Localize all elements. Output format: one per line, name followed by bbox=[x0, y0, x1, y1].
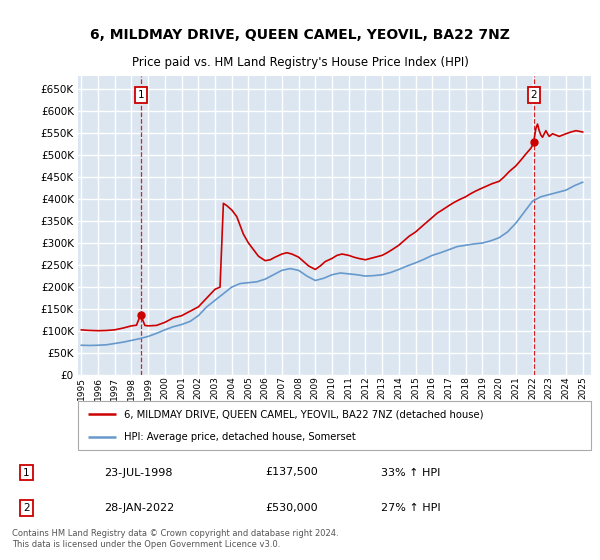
Text: 33% ↑ HPI: 33% ↑ HPI bbox=[380, 468, 440, 478]
Text: 1: 1 bbox=[137, 90, 144, 100]
Text: HPI: Average price, detached house, Somerset: HPI: Average price, detached house, Some… bbox=[124, 432, 356, 442]
Text: 2: 2 bbox=[23, 503, 30, 513]
Text: Price paid vs. HM Land Registry's House Price Index (HPI): Price paid vs. HM Land Registry's House … bbox=[131, 56, 469, 69]
Text: 27% ↑ HPI: 27% ↑ HPI bbox=[380, 503, 440, 513]
FancyBboxPatch shape bbox=[78, 401, 591, 450]
Text: £530,000: £530,000 bbox=[265, 503, 318, 513]
Text: 6, MILDMAY DRIVE, QUEEN CAMEL, YEOVIL, BA22 7NZ: 6, MILDMAY DRIVE, QUEEN CAMEL, YEOVIL, B… bbox=[90, 28, 510, 42]
Text: £137,500: £137,500 bbox=[265, 468, 318, 478]
Text: Contains HM Land Registry data © Crown copyright and database right 2024.
This d: Contains HM Land Registry data © Crown c… bbox=[12, 529, 338, 549]
Text: 2: 2 bbox=[530, 90, 537, 100]
Text: 6, MILDMAY DRIVE, QUEEN CAMEL, YEOVIL, BA22 7NZ (detached house): 6, MILDMAY DRIVE, QUEEN CAMEL, YEOVIL, B… bbox=[124, 409, 484, 419]
Text: 1: 1 bbox=[23, 468, 30, 478]
Text: 23-JUL-1998: 23-JUL-1998 bbox=[104, 468, 173, 478]
Text: 28-JAN-2022: 28-JAN-2022 bbox=[104, 503, 175, 513]
